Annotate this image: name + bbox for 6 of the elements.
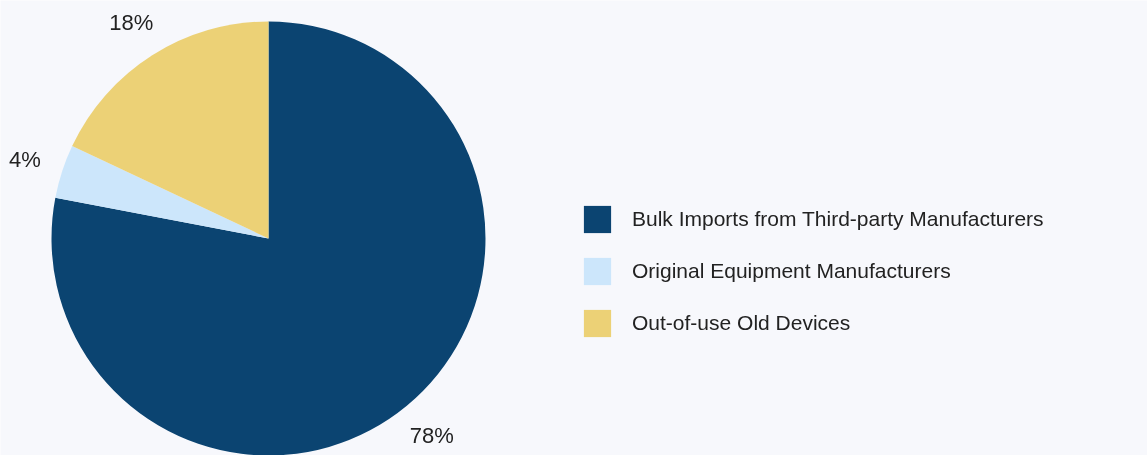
data-label: 18%: [109, 9, 154, 35]
legend-label: Bulk Imports from Third-party Manufacturers: [632, 207, 1044, 231]
data-label: 4%: [9, 146, 41, 172]
legend-label: Original Equipment Manufacturers: [632, 259, 951, 283]
legend-label: Out-of-use Old Devices: [632, 311, 851, 335]
data-label: 78%: [409, 423, 454, 449]
